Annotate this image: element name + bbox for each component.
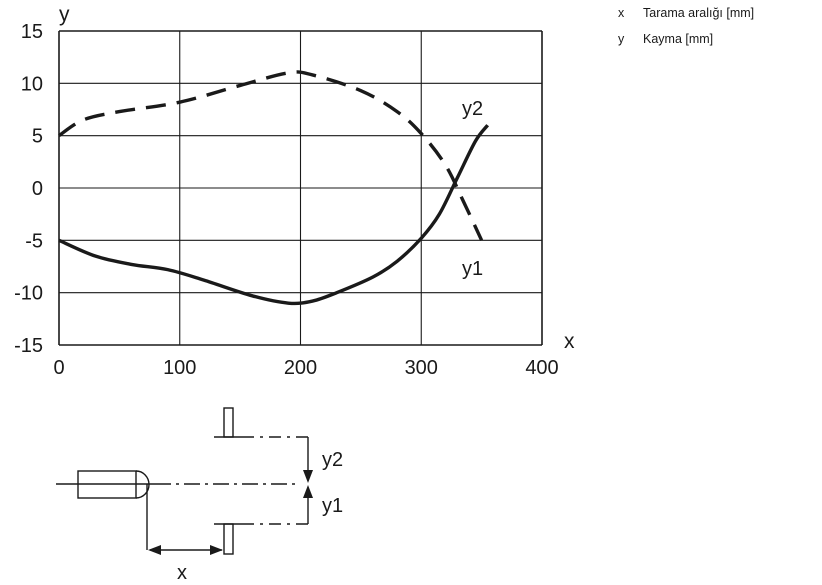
x-tick-label: 200	[284, 357, 317, 379]
series-line-y2	[58, 70, 484, 242]
legend-symbol: x	[618, 6, 625, 20]
y-tick-label: -10	[14, 283, 43, 305]
y-tick-label: 10	[21, 73, 43, 95]
series-label-y1: y1	[462, 258, 483, 280]
x-left-arrowhead	[148, 545, 161, 555]
y-axis-label: y	[59, 3, 70, 26]
diagram-label-y2: y2	[322, 449, 343, 471]
legend-row-x: x Tarama aralığı [mm]	[612, 0, 822, 26]
x-tick-label: 0	[53, 357, 64, 379]
series-line-y1	[58, 124, 490, 306]
chart-grid	[58, 30, 543, 346]
chart-tick-labels: 0 100 200 300 400 15 10 5 0 -5 -10 -15	[14, 21, 559, 379]
x-tick-label: 100	[163, 357, 196, 379]
legend-row-y: y Kayma [mm]	[612, 26, 822, 52]
y1-arrowhead	[303, 485, 313, 498]
y-tick-label: 15	[21, 21, 43, 43]
lower-sensor	[223, 523, 234, 555]
x-right-arrowhead	[210, 545, 223, 555]
y-tick-label: -5	[25, 230, 43, 252]
series-label-y2: y2	[462, 98, 483, 120]
diagram-label-y1: y1	[322, 495, 343, 517]
y-tick-label: 5	[32, 126, 43, 148]
y-tick-label: -15	[14, 335, 43, 357]
y2-arrowhead	[303, 470, 313, 483]
y-tick-label: 0	[32, 178, 43, 200]
diagram-label-x: x	[177, 562, 187, 584]
legend-symbol: y	[618, 32, 625, 46]
upper-sensor	[223, 407, 234, 438]
legend-text: Kayma [mm]	[643, 32, 714, 46]
x-tick-label: 300	[405, 357, 438, 379]
chart-series	[58, 70, 490, 306]
x-axis-label: x	[564, 330, 575, 353]
legend: x Tarama aralığı [mm] y Kayma [mm]	[612, 0, 822, 52]
scan-diagram	[56, 407, 313, 555]
legend-text: Tarama aralığı [mm]	[643, 6, 755, 20]
x-tick-label: 400	[525, 357, 558, 379]
